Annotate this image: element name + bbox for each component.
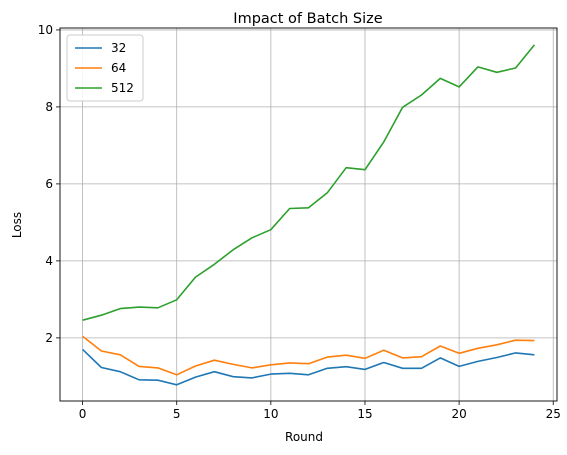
x-axis-label: Round — [285, 430, 323, 444]
y-tick-label: 8 — [45, 100, 53, 114]
legend-label-512: 512 — [111, 81, 134, 95]
series-line-512 — [82, 44, 536, 321]
y-tick-label: 4 — [45, 254, 53, 268]
chart-title: Impact of Batch Size — [233, 11, 382, 27]
y-axis-ticks: 2 4 6 8 10 — [38, 23, 60, 345]
x-tick-label: 0 — [79, 407, 87, 421]
x-axis-ticks: 0 5 10 15 20 25 — [79, 401, 561, 421]
legend-label-32: 32 — [111, 41, 126, 55]
legend-box — [66, 34, 144, 102]
legend: 32 64 512 — [66, 34, 144, 102]
series-lines — [82, 44, 536, 386]
x-tick-label: 15 — [357, 407, 372, 421]
y-tick-label: 6 — [45, 177, 53, 191]
plot-frame — [59, 27, 558, 402]
y-tick-label: 10 — [38, 23, 53, 37]
x-tick-label: 10 — [263, 407, 278, 421]
legend-label-64: 64 — [111, 61, 126, 75]
y-tick-label: 2 — [45, 331, 53, 345]
x-tick-label: 20 — [451, 407, 466, 421]
series-line-32 — [82, 348, 535, 386]
x-tick-label: 25 — [546, 407, 561, 421]
y-axis-label: Loss — [10, 212, 24, 238]
grid — [60, 28, 557, 401]
series-line-64 — [82, 335, 535, 376]
x-tick-label: 5 — [173, 407, 181, 421]
